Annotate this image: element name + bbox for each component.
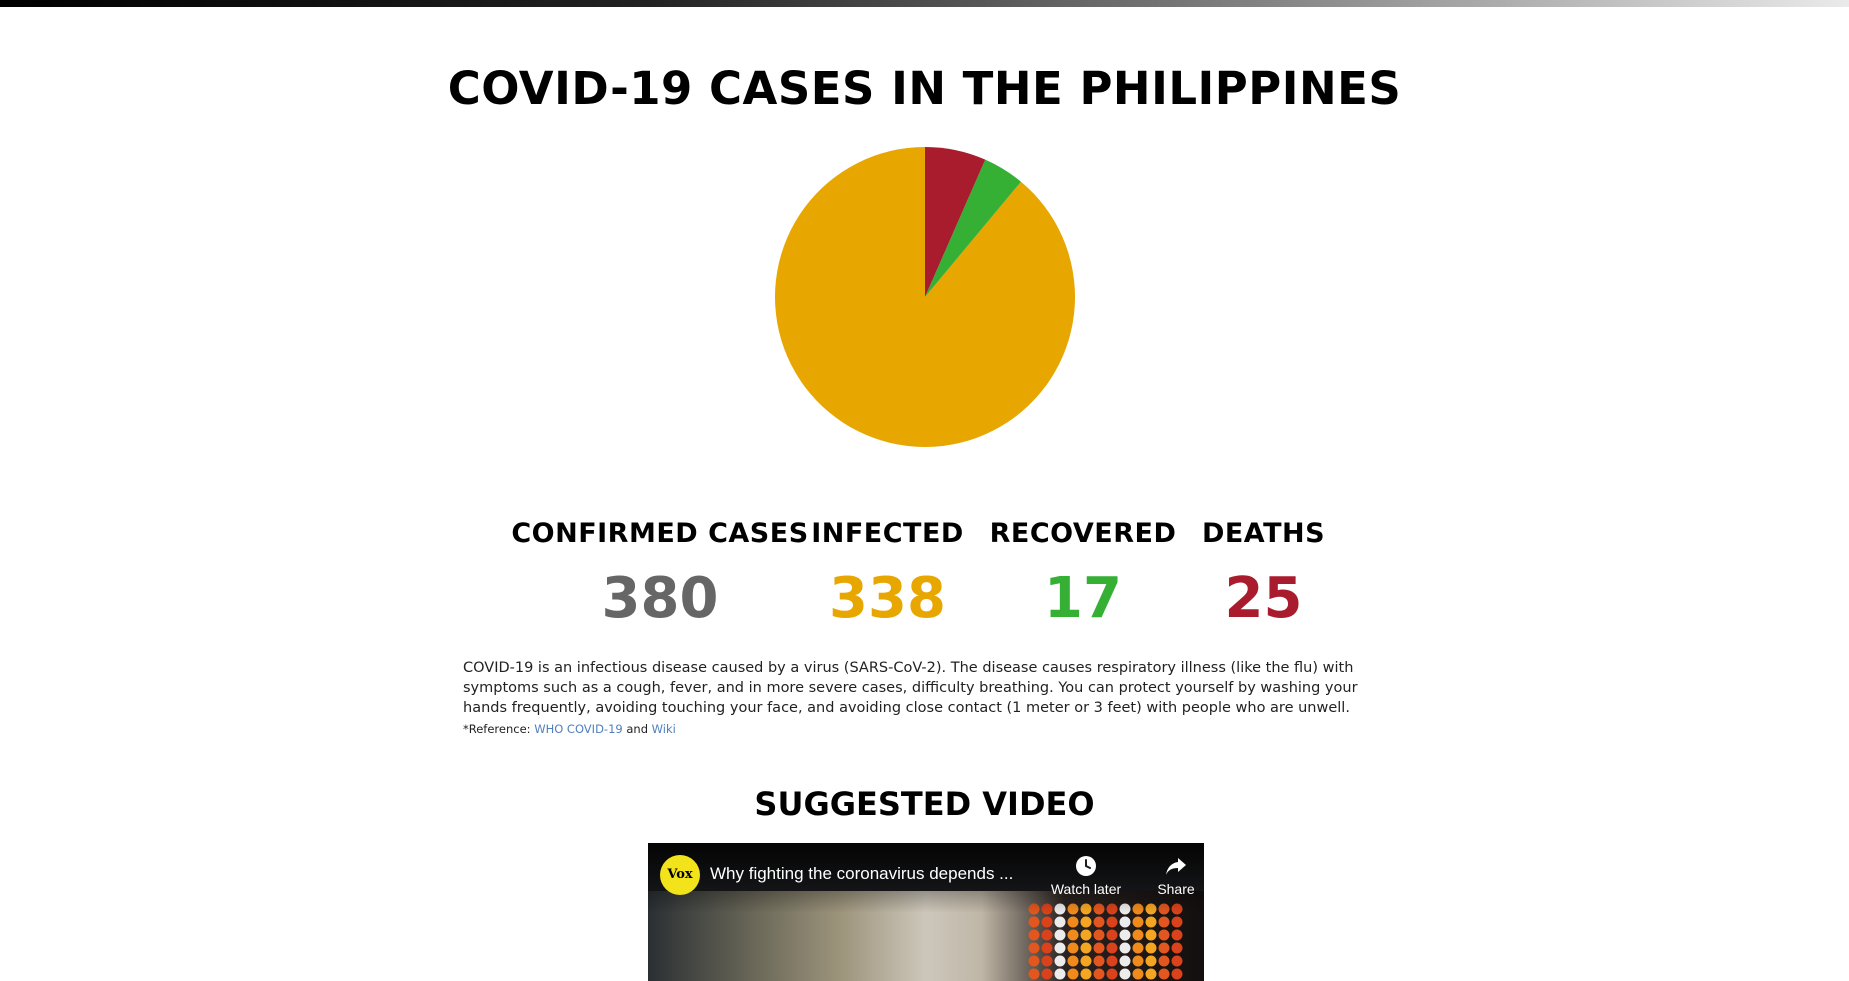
thumbnail-dot — [1132, 929, 1144, 941]
thumbnail-dot — [1119, 942, 1131, 954]
share-arrow-icon — [1166, 858, 1186, 875]
stat-deaths-value: 25 — [1224, 566, 1303, 631]
thumbnail-dot — [1145, 942, 1157, 954]
thumbnail-dot — [1132, 955, 1144, 967]
watch-later-button[interactable]: Watch later — [1036, 855, 1136, 897]
who-covid-link[interactable]: WHO COVID-19 — [534, 722, 623, 736]
thumbnail-dot — [1054, 942, 1066, 954]
pie-slice-deaths — [925, 147, 986, 297]
thumbnail-dot — [1067, 955, 1079, 967]
thumbnail-dot — [1171, 916, 1183, 928]
thumbnail-dot — [1171, 955, 1183, 967]
stat-infected-value: 338 — [829, 566, 946, 631]
thumbnail-dot — [1041, 968, 1053, 980]
thumbnail-dot — [1028, 968, 1040, 980]
pie-chart — [770, 142, 1080, 452]
thumbnail-dot — [1041, 916, 1053, 928]
pie-slice-recovered — [925, 159, 1021, 297]
thumbnail-dot — [1041, 929, 1053, 941]
pie-chart-svg — [775, 147, 1075, 447]
thumbnail-dot — [1054, 955, 1066, 967]
thumbnail-dot — [1106, 968, 1118, 980]
thumbnail-dot — [1080, 942, 1092, 954]
thumbnail-dot — [1145, 955, 1157, 967]
stat-infected: INFECTED 338 — [810, 518, 965, 627]
thumbnail-dot — [1028, 929, 1040, 941]
thumbnail-dot — [1132, 942, 1144, 954]
reference-prefix: *Reference: — [463, 722, 531, 736]
thumbnail-dot — [1054, 929, 1066, 941]
thumbnail-dot — [1093, 929, 1105, 941]
thumbnail-dot — [1093, 955, 1105, 967]
thumbnail-dot — [1158, 929, 1170, 941]
suggested-video-heading: SUGGESTED VIDEO — [754, 785, 1095, 823]
thumbnail-dot — [1041, 942, 1053, 954]
page-title: COVID-19 CASES IN THE PHILIPPINES — [447, 62, 1402, 115]
stat-confirmed-value: 380 — [601, 566, 719, 631]
reference-line: *Reference: WHO COVID-19 and Wiki — [463, 722, 676, 736]
wiki-link[interactable]: Wiki — [651, 722, 676, 736]
thumbnail-dot — [1106, 929, 1118, 941]
thumbnail-dot — [1119, 929, 1131, 941]
stat-confirmed-label: CONFIRMED CASES — [511, 518, 809, 549]
thumbnail-dot — [1054, 916, 1066, 928]
thumbnail-dot — [1158, 942, 1170, 954]
video-title[interactable]: Why fighting the coronavirus depends ... — [710, 864, 1014, 883]
video-header-shade — [648, 843, 1204, 913]
thumbnail-dot — [1067, 929, 1079, 941]
thumbnail-dot — [1106, 942, 1118, 954]
thumbnail-dot — [1171, 929, 1183, 941]
thumbnail-dot — [1093, 916, 1105, 928]
watch-later-label: Watch later — [1050, 881, 1122, 897]
stat-infected-label: INFECTED — [811, 518, 964, 549]
stat-recovered-value: 17 — [1044, 566, 1122, 631]
thumbnail-dot — [1132, 916, 1144, 928]
thumbnail-dot — [1080, 955, 1092, 967]
thumbnail-dot — [1041, 955, 1053, 967]
stat-deaths-label: DEATHS — [1201, 518, 1326, 549]
stat-confirmed: CONFIRMED CASES 380 — [510, 518, 810, 627]
vox-logo-icon[interactable]: Vox — [660, 855, 700, 895]
thumbnail-dot — [1119, 968, 1131, 980]
thumbnail-dot — [1119, 916, 1131, 928]
thumbnail-dot — [1171, 942, 1183, 954]
stat-deaths: DEATHS 25 — [1196, 518, 1331, 627]
stat-recovered-label: RECOVERED — [989, 518, 1177, 549]
thumbnail-dot — [1067, 968, 1079, 980]
thumbnail-dot — [1093, 968, 1105, 980]
share-label: Share — [1157, 881, 1195, 897]
thumbnail-dot — [1119, 955, 1131, 967]
top-gradient-bar — [0, 0, 1849, 7]
thumbnail-dot — [1080, 968, 1092, 980]
thumbnail-dot — [1067, 942, 1079, 954]
covid-description: COVID-19 is an infectious disease caused… — [463, 660, 1358, 716]
video-player[interactable]: Vox Why fighting the coronavirus depends… — [648, 843, 1204, 981]
thumbnail-dot — [1145, 929, 1157, 941]
thumbnail-dot-grid — [1028, 903, 1183, 980]
thumbnail-dot — [1145, 916, 1157, 928]
thumbnail-dot — [1171, 968, 1183, 980]
thumbnail-dot — [1158, 955, 1170, 967]
thumbnail-dot — [1093, 942, 1105, 954]
thumbnail-dot — [1106, 916, 1118, 928]
thumbnail-dot — [1145, 968, 1157, 980]
thumbnail-dot — [1132, 968, 1144, 980]
thumbnail-dot — [1028, 916, 1040, 928]
thumbnail-dot — [1080, 916, 1092, 928]
share-button[interactable]: Share — [1146, 855, 1204, 897]
thumbnail-dot — [1106, 955, 1118, 967]
thumbnail-dot — [1028, 942, 1040, 954]
thumbnail-dot — [1054, 968, 1066, 980]
thumbnail-dot — [1028, 955, 1040, 967]
thumbnail-dot — [1158, 968, 1170, 980]
reference-and: and — [626, 722, 649, 736]
clock-icon — [1076, 856, 1096, 876]
stat-recovered: RECOVERED 17 — [988, 518, 1178, 627]
thumbnail-dot — [1158, 916, 1170, 928]
thumbnail-dot — [1067, 916, 1079, 928]
thumbnail-dot — [1080, 929, 1092, 941]
